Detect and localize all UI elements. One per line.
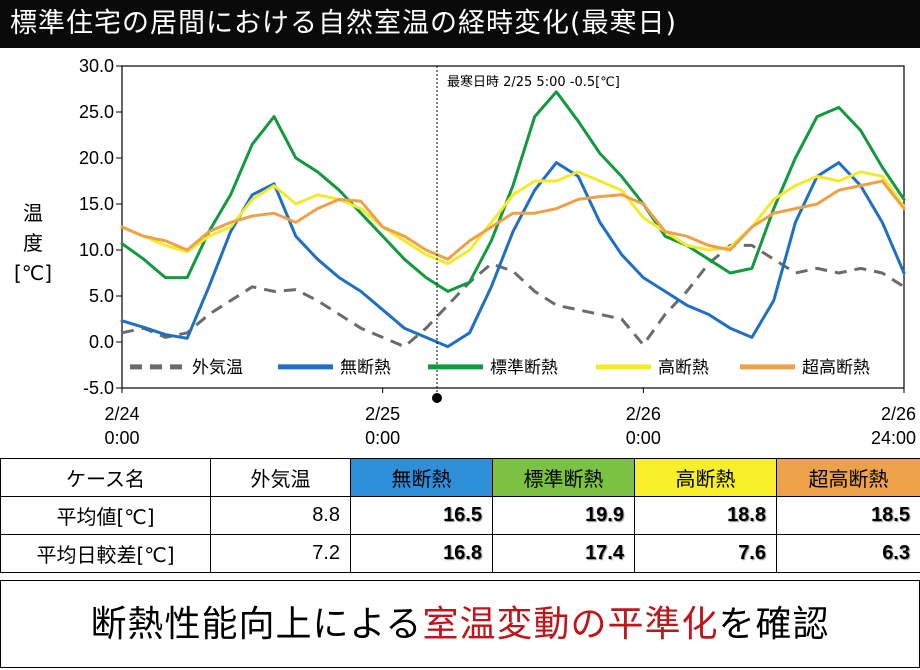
table-row-average: 平均値[℃] 8.8 16.5 19.9 18.8 18.5 bbox=[0, 496, 920, 535]
table-cell: 6.3 bbox=[776, 534, 920, 573]
legend-label: 高断熱 bbox=[658, 358, 709, 378]
y-axis-title: 温 度 [℃] bbox=[14, 201, 52, 285]
x-tick-label-date: 2/26 bbox=[881, 404, 916, 424]
conclusion-post: を確認 bbox=[718, 604, 830, 645]
x-tick-label-time: 0:00 bbox=[104, 428, 139, 448]
y-tick-label: 25.0 bbox=[79, 102, 114, 122]
x-tick-label-date: 2/24 bbox=[104, 404, 139, 424]
y-tick-label: 15.0 bbox=[79, 194, 114, 214]
legend-label: 超高断熱 bbox=[802, 358, 870, 378]
table-header-cell: 標準断熱 bbox=[492, 458, 635, 497]
x-axis-ticks: 2/24 0:00 2/25 0:00 2/26 0:00 2/26 24:00 bbox=[104, 388, 916, 448]
table-cell: 8.8 bbox=[210, 496, 351, 535]
y-title-char-2: 度 bbox=[23, 231, 43, 255]
chart-legend: 外気温 無断熱 標準断熱 高断熱 超高断熱 bbox=[130, 358, 870, 378]
table-cell: 16.5 bbox=[350, 496, 493, 535]
chart-title: 標準住宅の居間における自然室温の経時変化(最寒日) bbox=[0, 0, 920, 48]
conclusion-text: 断熱性能向上による室温変動の平準化を確認 bbox=[0, 580, 920, 668]
table-cell: 7.6 bbox=[634, 534, 777, 573]
x-tick-label-date: 2/25 bbox=[365, 404, 400, 424]
x-tick-label-time: 0:00 bbox=[626, 428, 661, 448]
series-line-外気温 bbox=[121, 243, 905, 349]
y-title-char-1: 温 bbox=[23, 201, 43, 225]
table-header-row: ケース名 外気温 無断熱 標準断熱 高断熱 超高断熱 bbox=[0, 458, 920, 497]
table-header-cell: 無断熱 bbox=[350, 458, 493, 497]
table-cell: 17.4 bbox=[492, 534, 635, 573]
series-line-高断熱 bbox=[120, 170, 906, 266]
conclusion-pre: 断熱性能向上による bbox=[90, 604, 423, 645]
series-line-超高断熱 bbox=[120, 179, 906, 261]
y-tick-label: 10.0 bbox=[79, 240, 114, 260]
table-header-cell: 超高断熱 bbox=[776, 458, 920, 497]
coldest-time-annotation: 最寒日時 2/25 5:00 -0.5[℃] bbox=[447, 74, 620, 90]
y-tick-label: 20.0 bbox=[79, 148, 114, 168]
table-row-label: 平均値[℃] bbox=[0, 496, 211, 535]
table-cell: 7.2 bbox=[210, 534, 351, 573]
table-cell: 18.5 bbox=[776, 496, 920, 535]
table-header-cell: ケース名 bbox=[0, 458, 211, 497]
table-row-daily-range: 平均日較差[℃] 7.2 16.8 17.4 7.6 6.3 bbox=[0, 534, 920, 573]
series-line-標準断熱 bbox=[120, 90, 906, 293]
table-cell: 18.8 bbox=[634, 496, 777, 535]
table-header-cell: 外気温 bbox=[210, 458, 351, 497]
table-cell: 19.9 bbox=[492, 496, 635, 535]
y-tick-label: 5.0 bbox=[89, 286, 114, 306]
table-row-label: 平均日較差[℃] bbox=[0, 534, 211, 573]
x-tick-label-time: 0:00 bbox=[365, 428, 400, 448]
coldest-time-marker-dot bbox=[431, 393, 442, 403]
y-tick-label: -5.0 bbox=[83, 378, 114, 398]
plot-area-frame bbox=[121, 65, 905, 389]
legend-label: 外気温 bbox=[192, 358, 243, 378]
series-lines bbox=[120, 90, 906, 349]
series-line-無断熱 bbox=[120, 161, 906, 349]
table-header-cell: 高断熱 bbox=[634, 458, 777, 497]
conclusion-highlight: 室温変動の平準化 bbox=[422, 604, 719, 645]
legend-label: 標準断熱 bbox=[490, 358, 558, 378]
x-tick-label-time: 24:00 bbox=[871, 428, 916, 448]
y-axis-ticks: 30.0 25.0 20.0 15.0 10.0 5.0 0.0 -5.0 bbox=[79, 56, 122, 398]
temperature-line-chart: 温 度 [℃] 30.0 25.0 20.0 15.0 10.0 5.0 0.0 -5.0 2… bbox=[14, 56, 916, 448]
table-cell: 16.8 bbox=[350, 534, 493, 573]
summary-table: ケース名 外気温 無断熱 標準断熱 高断熱 超高断熱 平均値[℃] 8.8 16.5 19.9 1… bbox=[0, 458, 920, 573]
y-title-char-3: [℃] bbox=[14, 261, 52, 285]
x-tick-label-date: 2/26 bbox=[626, 404, 661, 424]
y-tick-label: 0.0 bbox=[89, 332, 114, 352]
y-tick-label: 30.0 bbox=[79, 56, 114, 76]
legend-label: 無断熱 bbox=[340, 358, 391, 378]
